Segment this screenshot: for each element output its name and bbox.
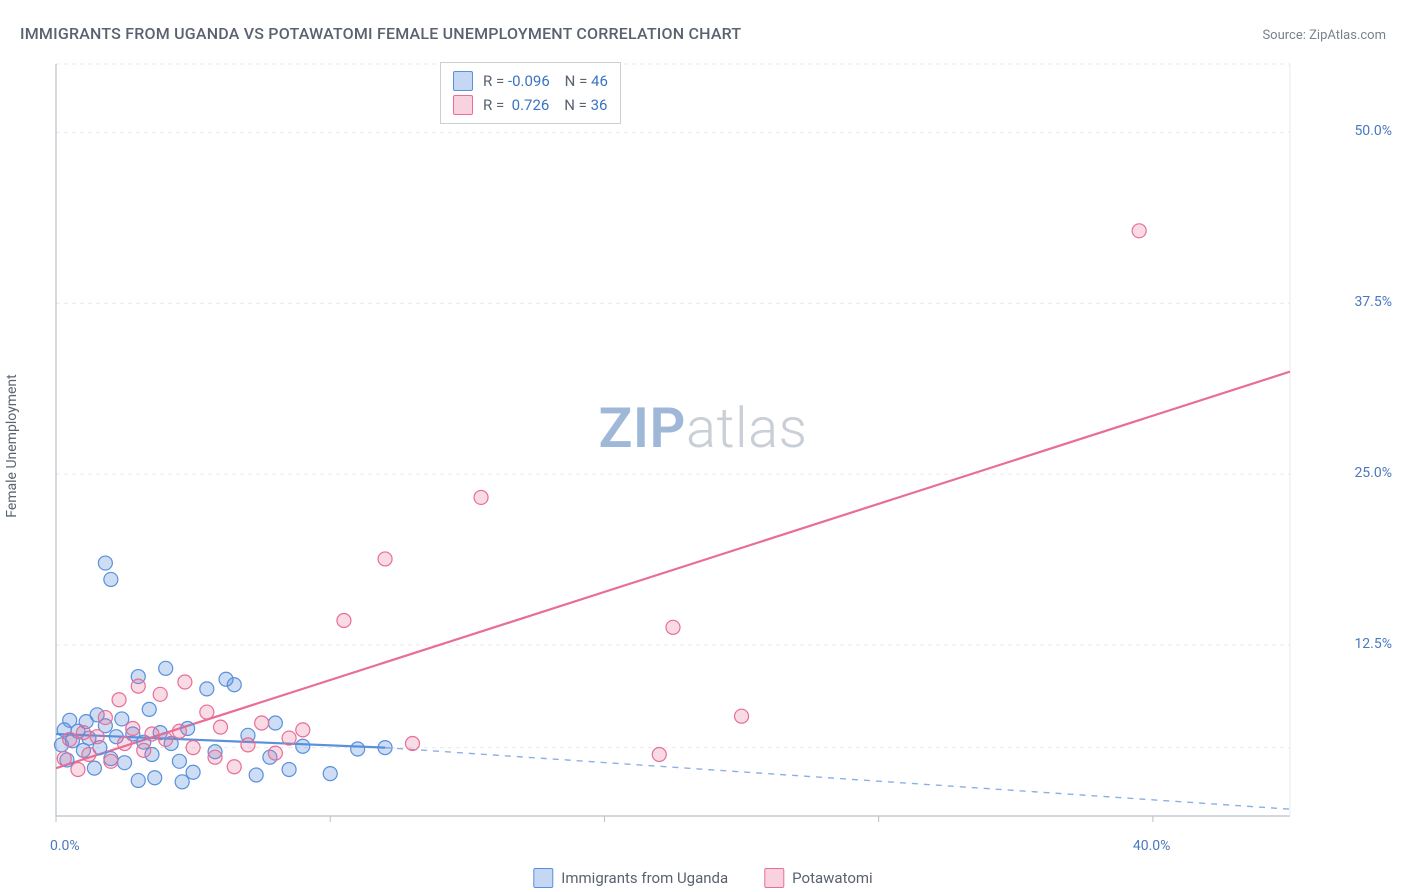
x-tick-label: 0.0% <box>50 838 80 854</box>
scatter-chart <box>50 60 1350 860</box>
y-tick-label: 12.5% <box>1354 636 1392 652</box>
swatch-pink-icon <box>764 868 784 888</box>
legend-label: Immigrants from Uganda <box>561 869 728 887</box>
chart-title: IMMIGRANTS FROM UGANDA VS POTAWATOMI FEM… <box>20 24 741 43</box>
y-tick-label: 25.0% <box>1354 465 1392 481</box>
y-axis-label: Female Unemployment <box>4 374 20 518</box>
swatch-blue-icon <box>533 868 553 888</box>
swatch-blue-icon <box>453 71 473 91</box>
legend-item: Immigrants from Uganda <box>533 868 728 888</box>
source-label: Source: <box>1262 28 1305 43</box>
legend-series: Immigrants from Uganda Potawatomi <box>533 868 872 888</box>
legend-stats: R = -0.096 N = 46 R = 0.726 N = 36 <box>440 62 621 124</box>
swatch-pink-icon <box>453 95 473 115</box>
n-label: N = <box>565 72 588 90</box>
r-label: R = <box>483 96 504 114</box>
r-value: -0.096 <box>508 72 550 90</box>
source-name: ZipAtlas.com <box>1309 28 1386 43</box>
n-label: N = <box>564 96 587 114</box>
y-tick-label: 37.5% <box>1354 294 1392 310</box>
x-tick-label: 40.0% <box>1133 838 1171 854</box>
source-attribution: Source: ZipAtlas.com <box>1262 28 1386 43</box>
legend-label: Potawatomi <box>792 869 873 887</box>
legend-stats-row: R = 0.726 N = 36 <box>453 93 608 117</box>
r-value: 0.726 <box>512 96 550 114</box>
n-value: 36 <box>591 96 608 114</box>
y-tick-label: 50.0% <box>1354 123 1392 139</box>
stat-text: R = 0.726 N = 36 <box>483 96 608 114</box>
n-value: 46 <box>591 72 608 90</box>
legend-item: Potawatomi <box>764 868 873 888</box>
legend-stats-row: R = -0.096 N = 46 <box>453 69 608 93</box>
r-label: R = <box>483 72 504 90</box>
stat-text: R = -0.096 N = 46 <box>483 72 608 90</box>
